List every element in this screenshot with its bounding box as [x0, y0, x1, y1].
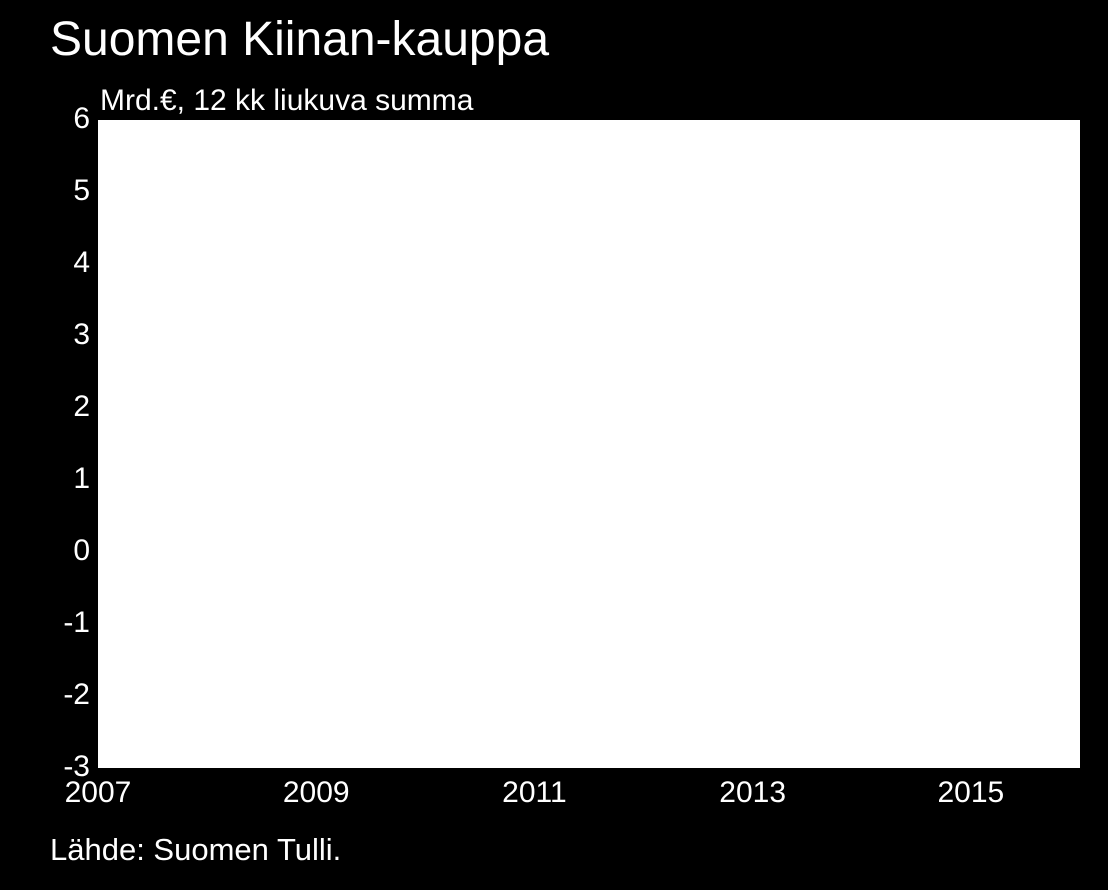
y-tick: 0 [40, 534, 90, 568]
chart-source: Lähde: Suomen Tulli. [50, 832, 341, 868]
x-tick: 2011 [484, 776, 584, 810]
y-tick: 4 [40, 246, 90, 280]
x-tick: 2013 [703, 776, 803, 810]
y-tick: 5 [40, 174, 90, 208]
x-tick: 2007 [48, 776, 148, 810]
y-tick: -2 [40, 678, 90, 712]
x-tick: 2015 [921, 776, 1021, 810]
chart-subtitle: Mrd.€, 12 kk liukuva summa [100, 84, 473, 118]
x-tick: 2009 [266, 776, 366, 810]
y-tick: 3 [40, 318, 90, 352]
chart-container: Suomen Kiinan-kauppa Mrd.€, 12 kk liukuv… [0, 0, 1108, 890]
y-tick: -1 [40, 606, 90, 640]
chart-title: Suomen Kiinan-kauppa [50, 12, 549, 67]
plot-area [98, 120, 1080, 768]
y-tick: 1 [40, 462, 90, 496]
y-tick: 2 [40, 390, 90, 424]
y-tick: 6 [40, 102, 90, 136]
